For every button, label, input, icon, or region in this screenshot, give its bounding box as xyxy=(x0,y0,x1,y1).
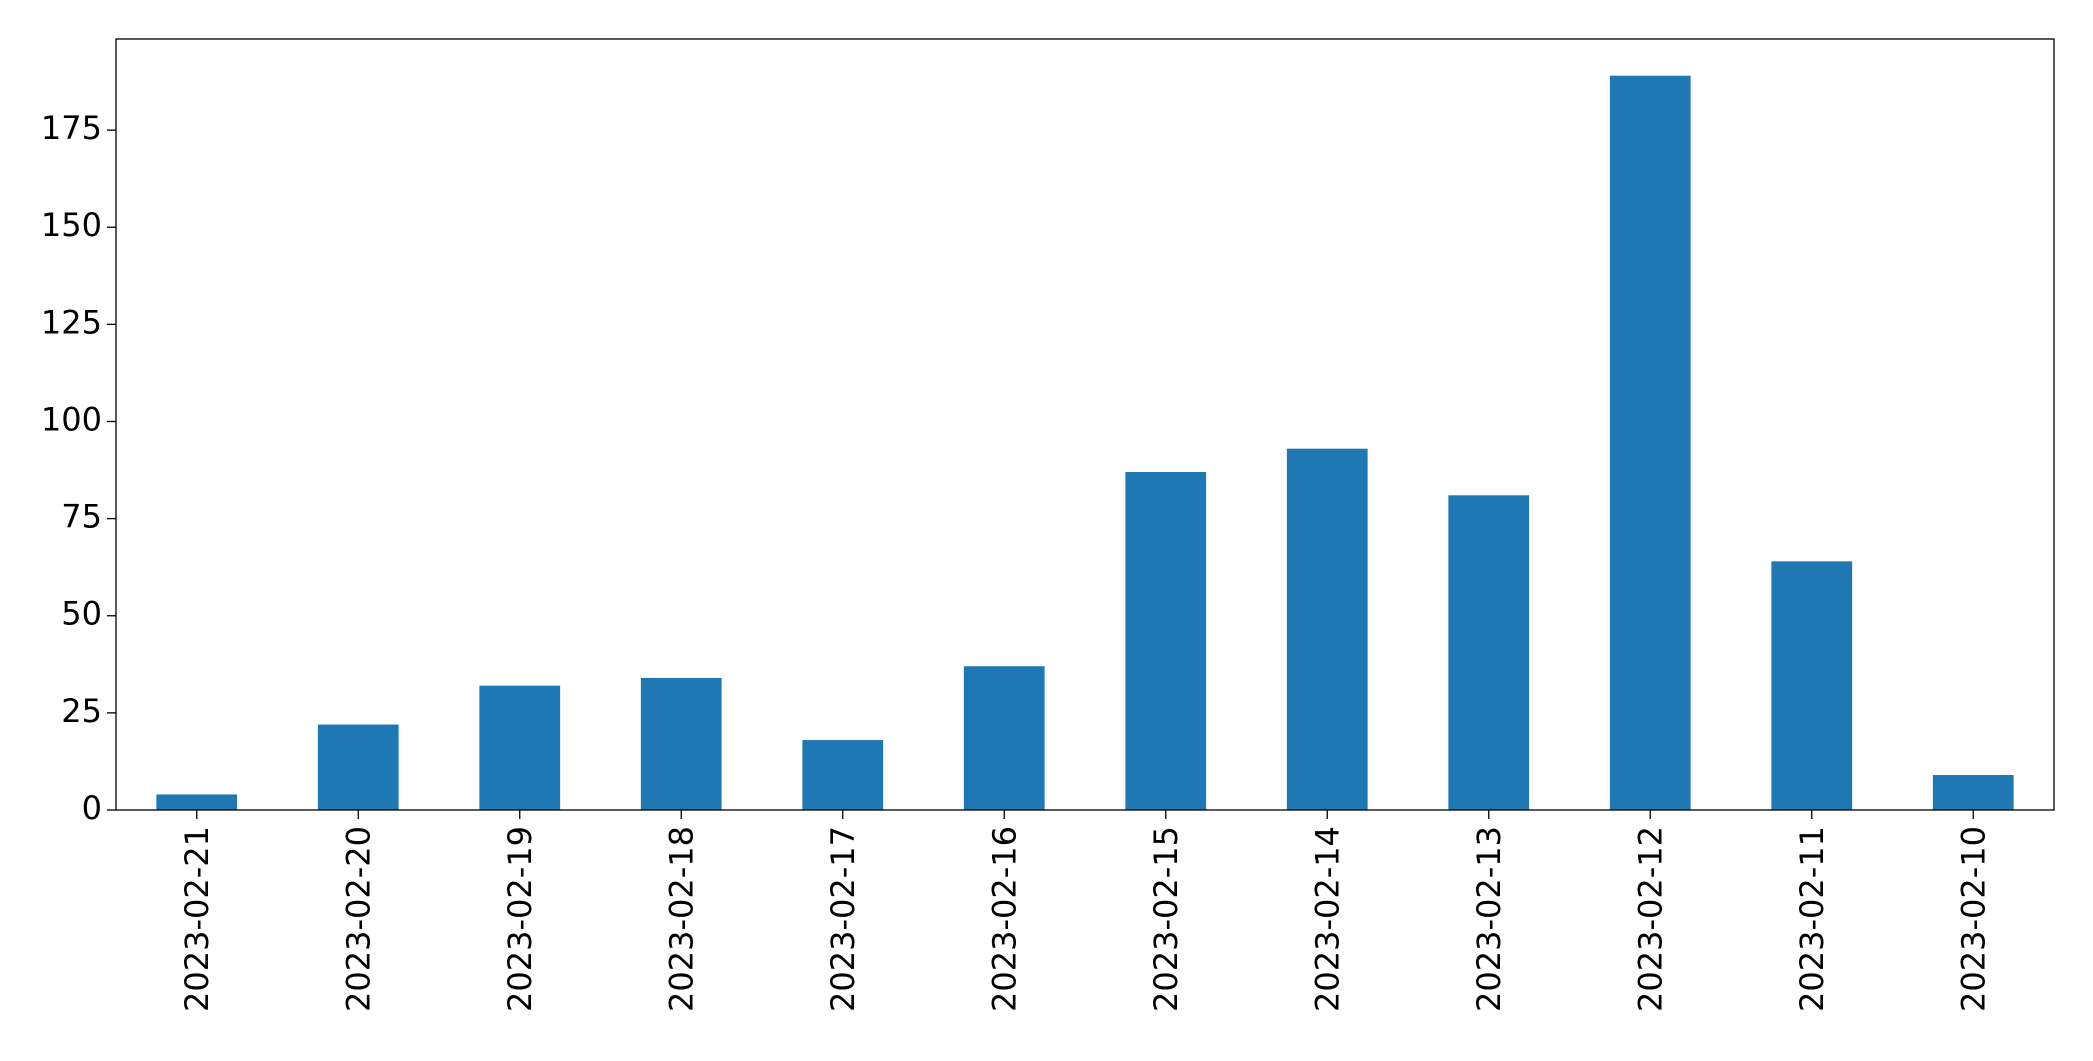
bar xyxy=(640,677,722,810)
plot-frame xyxy=(115,38,2055,811)
x-tick-label: 2023-02-14 xyxy=(1308,826,1346,1012)
x-tick-label: 2023-02-10 xyxy=(1954,826,1992,1012)
x-tick-label: 2023-02-15 xyxy=(1147,826,1185,1012)
y-tick-label: 0 xyxy=(82,789,102,827)
y-tick-label: 175 xyxy=(41,109,102,147)
x-tick-label: 2023-02-11 xyxy=(1793,826,1831,1012)
bar xyxy=(317,724,399,810)
x-tick-label: 2023-02-19 xyxy=(501,826,539,1012)
x-tick-label: 2023-02-21 xyxy=(178,826,216,1012)
y-tick-label: 100 xyxy=(41,400,102,438)
y-tick-label: 125 xyxy=(41,303,102,341)
x-tick-label: 2023-02-17 xyxy=(824,826,862,1012)
bar xyxy=(802,740,884,810)
bar xyxy=(156,794,238,810)
x-tick-label: 2023-02-18 xyxy=(662,826,700,1012)
bar xyxy=(963,666,1045,810)
x-tick-label: 2023-02-12 xyxy=(1631,826,1669,1012)
bar xyxy=(1609,75,1691,810)
bar xyxy=(1286,448,1368,810)
bar xyxy=(1932,775,2014,810)
bar xyxy=(479,685,561,810)
y-tick-label: 75 xyxy=(61,498,102,536)
x-tick-label: 2023-02-20 xyxy=(339,826,377,1012)
y-tick-label: 50 xyxy=(61,595,102,633)
bar xyxy=(1771,561,1853,810)
x-tick-label: 2023-02-16 xyxy=(985,826,1023,1012)
y-tick-label: 25 xyxy=(61,692,102,730)
bar xyxy=(1125,471,1207,810)
x-tick-label: 2023-02-13 xyxy=(1470,826,1508,1012)
y-tick-label: 150 xyxy=(41,206,102,244)
bar xyxy=(1448,495,1530,810)
